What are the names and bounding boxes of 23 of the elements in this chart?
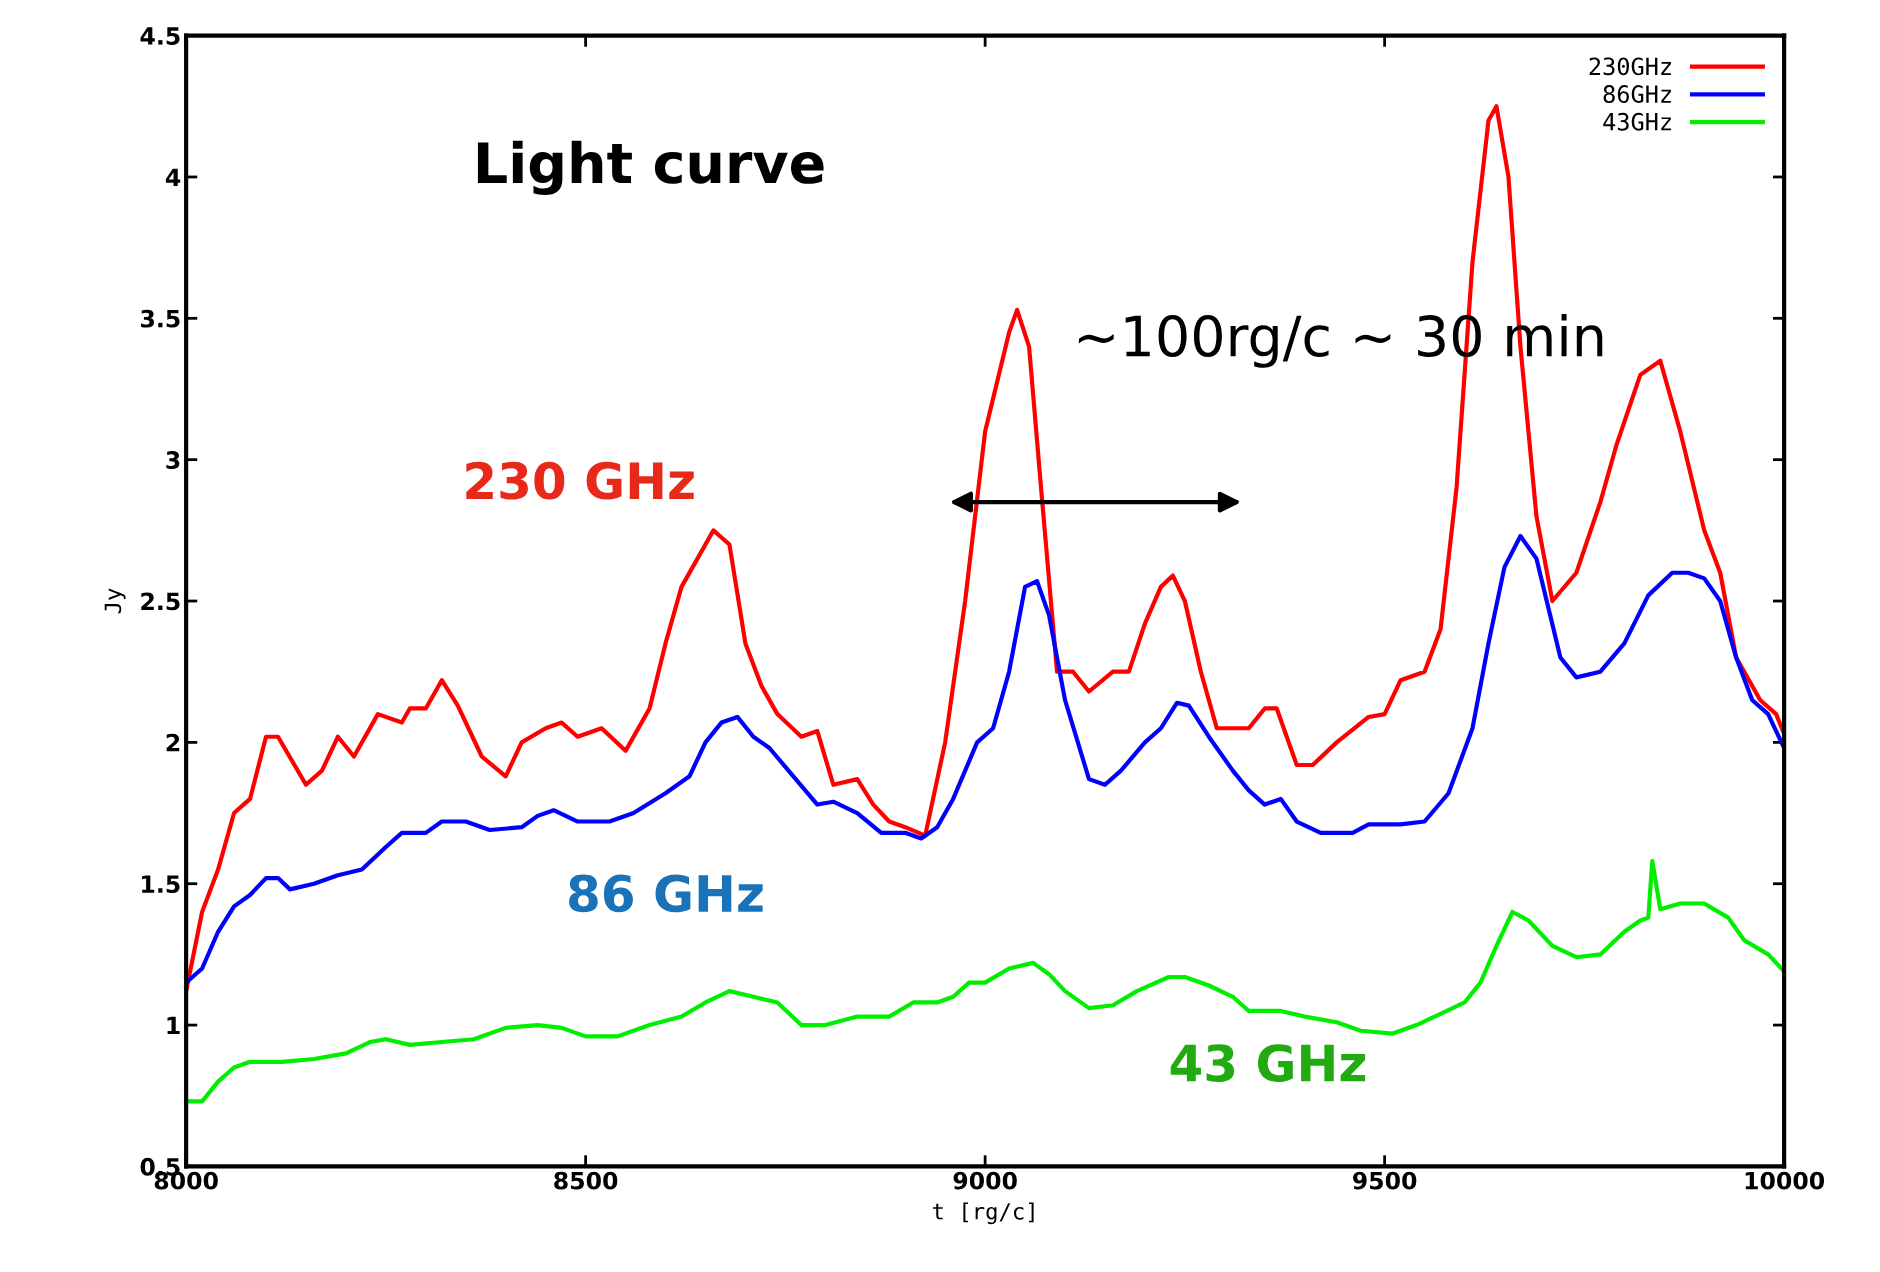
- legend-label: 86GHz: [1603, 85, 1671, 103]
- text: Light curve: [477, 140, 824, 196]
- y-tick-label: 3: [166, 451, 180, 469]
- x-tick-label: 9000: [953, 1171, 1017, 1190]
- legend-label: 43GHz: [1603, 112, 1671, 131]
- y-tick-label: 2.5: [141, 592, 180, 611]
- y-tick-label: 1: [167, 1016, 180, 1035]
- y-tick-label: 4: [165, 168, 181, 186]
- x-tick-label: 9500: [1352, 1171, 1417, 1190]
- line-series: [186, 859, 1785, 1104]
- x-tick-label: 8500: [554, 1171, 618, 1190]
- y-axis-title: Jy: [104, 588, 126, 614]
- y-tick-label: 1.5: [142, 875, 180, 894]
- y-tick-label: 2: [166, 733, 180, 752]
- annotation: 43 GHz: [1170, 1044, 1366, 1082]
- legend-label: 230GHz: [1589, 57, 1671, 76]
- line-series: [186, 533, 1785, 985]
- y-tick-label: 4.5: [140, 27, 180, 45]
- x-axis-title: t [rg/c]: [933, 1202, 1034, 1225]
- x-tick-label: 10000: [1745, 1171, 1825, 1190]
- annotation: 86 GHz: [569, 874, 763, 913]
- y-tick-label: 3.5: [141, 309, 180, 328]
- annotation: 230 GHz: [466, 461, 694, 500]
